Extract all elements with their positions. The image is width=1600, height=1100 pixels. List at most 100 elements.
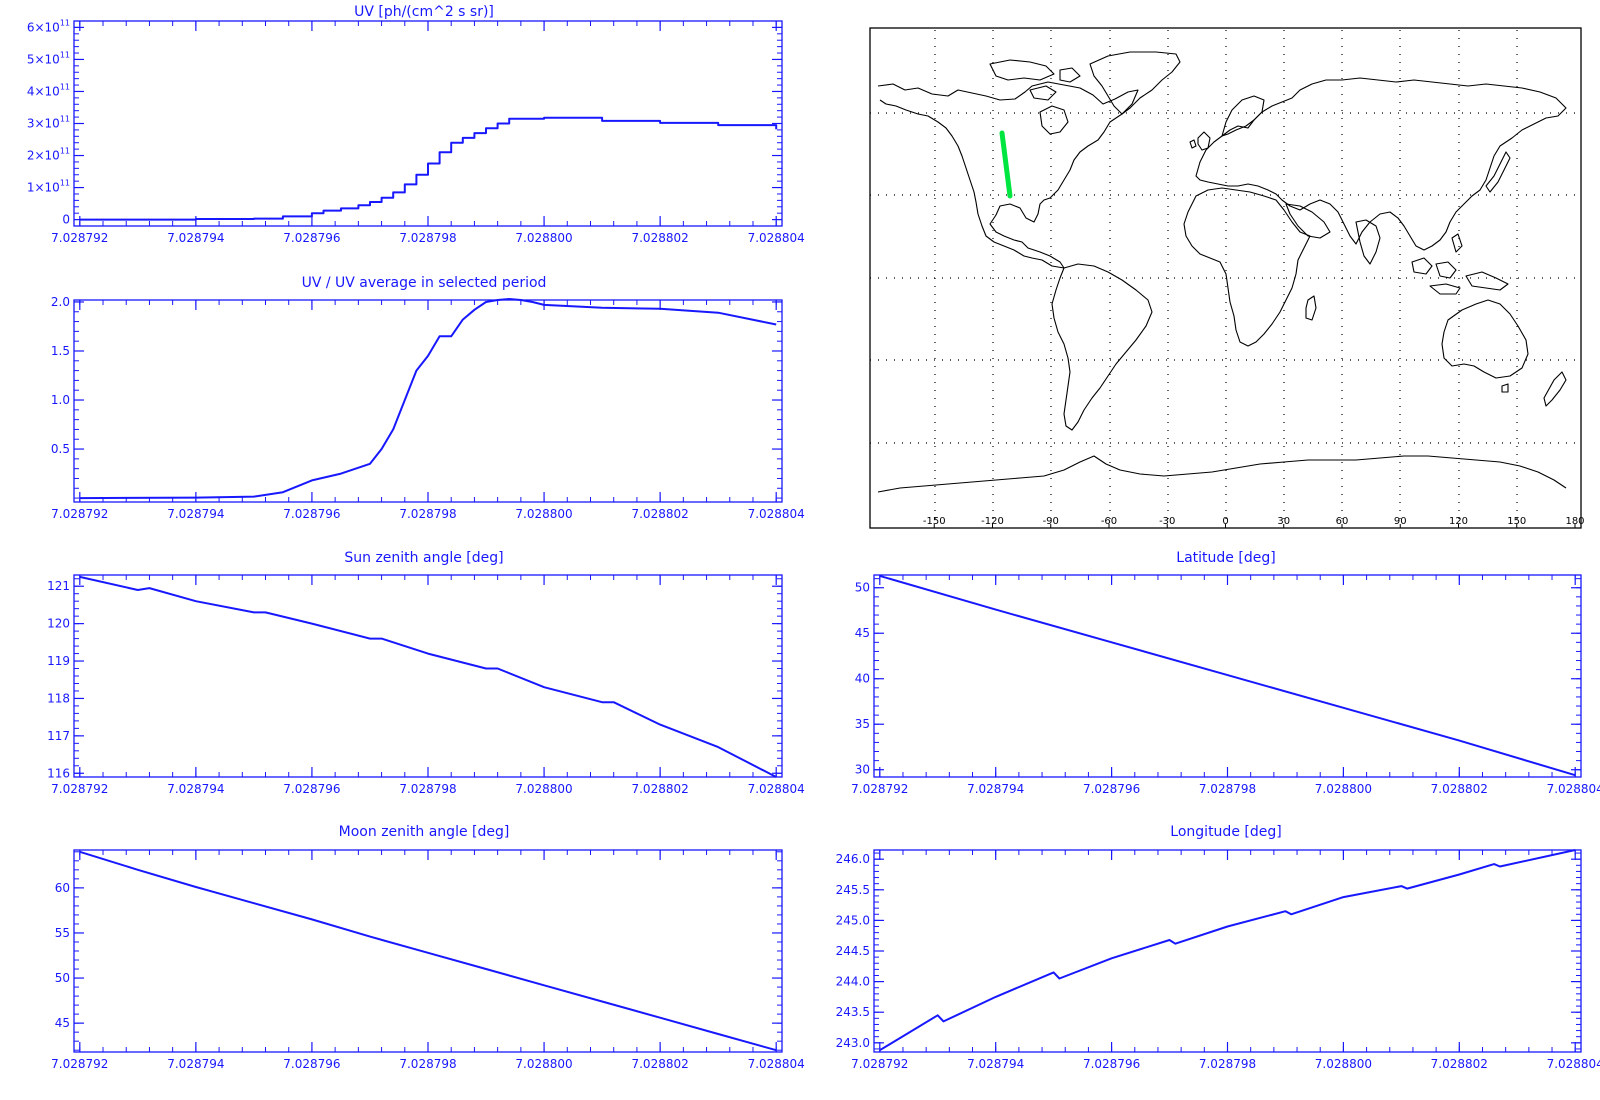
arctic-islands-outline <box>989 59 1081 101</box>
sun-zenith-chart-x-tick-label: 7.028800 <box>515 782 572 796</box>
map-x-tick-label: 180 <box>1565 516 1584 527</box>
moon-zenith-chart-x-tick-label: 7.028802 <box>631 1057 688 1071</box>
map-x-axis: -150 -120 -90 -60 -30 0 30 60 90 120 150 180 <box>923 516 1585 528</box>
sun-zenith-chart-y-tick-label: 120 <box>47 617 70 631</box>
latitude-chart-y-tick-label: 35 <box>855 717 870 731</box>
map-x-tick-label: -120 <box>981 516 1004 527</box>
longitude-chart-title: Longitude [deg] <box>1170 824 1281 840</box>
uv-ratio-chart-y-tick-label: 0.5 <box>51 442 70 456</box>
moon-zenith-chart-title: Moon zenith angle [deg] <box>339 824 510 840</box>
sun-zenith-chart-y-tick-label: 119 <box>47 654 70 668</box>
moon-zenith-chart: Moon zenith angle [deg] 7.028792 7.028794… <box>51 824 805 1071</box>
uv-ratio-chart-x-tick-label: 7.028798 <box>399 507 456 521</box>
moon-zenith-chart-x-tick-label: 7.028798 <box>399 1057 456 1071</box>
sun-zenith-chart-x-tick-label: 7.028796 <box>283 782 340 796</box>
india-outline <box>1355 219 1381 265</box>
world-map: -150 -120 -90 -60 -30 0 30 60 90 120 150 180 <box>869 27 1585 529</box>
latitude-chart: Latitude [deg] 7.028792 7.028794 7.028796 7… <box>851 550 1600 796</box>
latitude-chart-y-tick-label: 45 <box>855 626 870 640</box>
south-america-outline <box>1051 263 1153 431</box>
hudson-bay-outline <box>1039 105 1069 135</box>
satellite-track <box>999 130 1013 199</box>
latitude-chart-x-tick-label: 7.028800 <box>1315 782 1372 796</box>
japan-outline <box>1485 151 1511 193</box>
uv-ratio-chart-x-tick-label: 7.028802 <box>631 507 688 521</box>
uv-ratio-chart-y-tick-label: 2.0 <box>51 295 70 309</box>
sun-zenith-chart-y-tick-label: 118 <box>47 691 70 705</box>
moon-zenith-chart-y-tick-label: 55 <box>55 926 70 940</box>
arabia-outline <box>1285 203 1331 239</box>
map-x-tick-label: -30 <box>1159 516 1175 527</box>
moon-zenith-chart-y-tick-label: 60 <box>55 881 70 895</box>
longitude-chart-y-tick-label: 244.0 <box>836 975 870 989</box>
uv-ratio-chart-x-tick-label: 7.028800 <box>515 507 572 521</box>
sun-zenith-chart: Sun zenith angle [deg] 7.028792 7.028794 7… <box>47 550 805 796</box>
antarctica-outline <box>877 455 1567 493</box>
uv-chart-x-tick-label: 7.028804 <box>748 231 805 245</box>
sun-zenith-chart-y-tick-label: 121 <box>47 579 70 593</box>
uv-chart-y-tick-label: 6×1011 <box>27 18 70 34</box>
sun-zenith-chart-x-tick-label: 7.028794 <box>167 782 224 796</box>
sun-zenith-chart-series-line <box>79 575 777 778</box>
moon-zenith-chart-y-tick-label: 45 <box>55 1016 70 1030</box>
map-grid <box>870 30 1580 526</box>
uv-ratio-chart-x-tick-label: 7.028794 <box>167 507 224 521</box>
uv-ratio-chart-y-tick-label: 1.0 <box>51 393 70 407</box>
longitude-chart-x-tick-label: 7.028800 <box>1315 1057 1372 1071</box>
latitude-chart-y-tick-label: 40 <box>855 672 870 686</box>
sun-zenith-chart-y-tick-label: 116 <box>47 766 70 780</box>
map-x-tick-label: -90 <box>1043 516 1059 527</box>
moon-zenith-chart-x-tick-label: 7.028800 <box>515 1057 572 1071</box>
longitude-chart-y-tick-label: 244.5 <box>836 944 870 958</box>
uv-chart-series-line <box>79 116 778 221</box>
scandinavia-outline <box>1221 95 1265 137</box>
moon-zenith-chart-x-tick-label: 7.028792 <box>51 1057 108 1071</box>
longitude-chart-frame <box>873 849 1582 1053</box>
uv-chart-x-tick-label: 7.028798 <box>399 231 456 245</box>
british-isles-outline <box>1189 131 1211 151</box>
map-x-tick-label: 150 <box>1507 516 1526 527</box>
map-x-tick-label: 120 <box>1449 516 1468 527</box>
uv-chart-y-tick-label: 2×1011 <box>27 147 70 163</box>
uv-chart-y-tick-label: 5×1011 <box>27 50 70 66</box>
longitude-chart-x-tick-label: 7.028796 <box>1083 1057 1140 1071</box>
uv-ratio-chart-series-line <box>79 298 777 500</box>
sun-zenith-chart-y-tick-label: 117 <box>47 729 70 743</box>
map-x-tick-label: 60 <box>1336 516 1349 527</box>
moon-zenith-chart-x-tick-label: 7.028804 <box>748 1057 805 1071</box>
tasmania-outline <box>1501 383 1509 393</box>
uv-ratio-chart-title: UV / UV average in selected period <box>302 275 547 291</box>
latitude-chart-x-tick-label: 7.028804 <box>1547 782 1600 796</box>
uv-ratio-chart: UV / UV average in selected period 7.028… <box>51 275 805 521</box>
uv-ratio-chart-frame <box>73 299 783 503</box>
latitude-chart-x-tick-label: 7.028802 <box>1431 782 1488 796</box>
sun-zenith-chart-title: Sun zenith angle [deg] <box>344 550 503 566</box>
longitude-chart-y-tick-label: 245.5 <box>836 883 870 897</box>
longitude-chart-y-tick-label: 243.5 <box>836 1005 870 1019</box>
sun-zenith-chart-frame <box>73 574 783 778</box>
uv-chart-y-tick-label: 0 <box>62 213 70 227</box>
moon-zenith-chart-y-tick-label: 50 <box>55 971 70 985</box>
uv-chart-title: UV [ph/(cm^2 s sr)] <box>354 4 494 20</box>
latitude-chart-x-tick-label: 7.028796 <box>1083 782 1140 796</box>
north-america-outline <box>877 81 1139 269</box>
longitude-chart-y-tick-label: 243.0 <box>836 1036 870 1050</box>
longitude-chart-x-tick-label: 7.028792 <box>851 1057 908 1071</box>
africa-outline <box>1183 187 1311 347</box>
se-asia-islands-outline <box>1411 233 1509 295</box>
sun-zenith-chart-x-tick-label: 7.028792 <box>51 782 108 796</box>
longitude-chart-y-tick-label: 245.0 <box>836 913 870 927</box>
longitude-chart-x-tick-label: 7.028804 <box>1547 1057 1600 1071</box>
latitude-chart-series-line <box>879 574 1576 777</box>
longitude-chart-y-tick-label: 246.0 <box>836 852 870 866</box>
latitude-chart-x-tick-label: 7.028792 <box>851 782 908 796</box>
uv-chart-x-tick-label: 7.028792 <box>51 231 108 245</box>
australia-outline <box>1441 299 1529 379</box>
longitude-chart-series-line <box>879 849 1576 1052</box>
uv-chart-x-tick-label: 7.028802 <box>631 231 688 245</box>
latitude-chart-title: Latitude [deg] <box>1176 550 1275 566</box>
map-x-tick-label: -150 <box>923 516 946 527</box>
latitude-chart-y-tick-label: 50 <box>855 581 870 595</box>
uv-ratio-chart-y-tick-label: 1.5 <box>51 344 70 358</box>
